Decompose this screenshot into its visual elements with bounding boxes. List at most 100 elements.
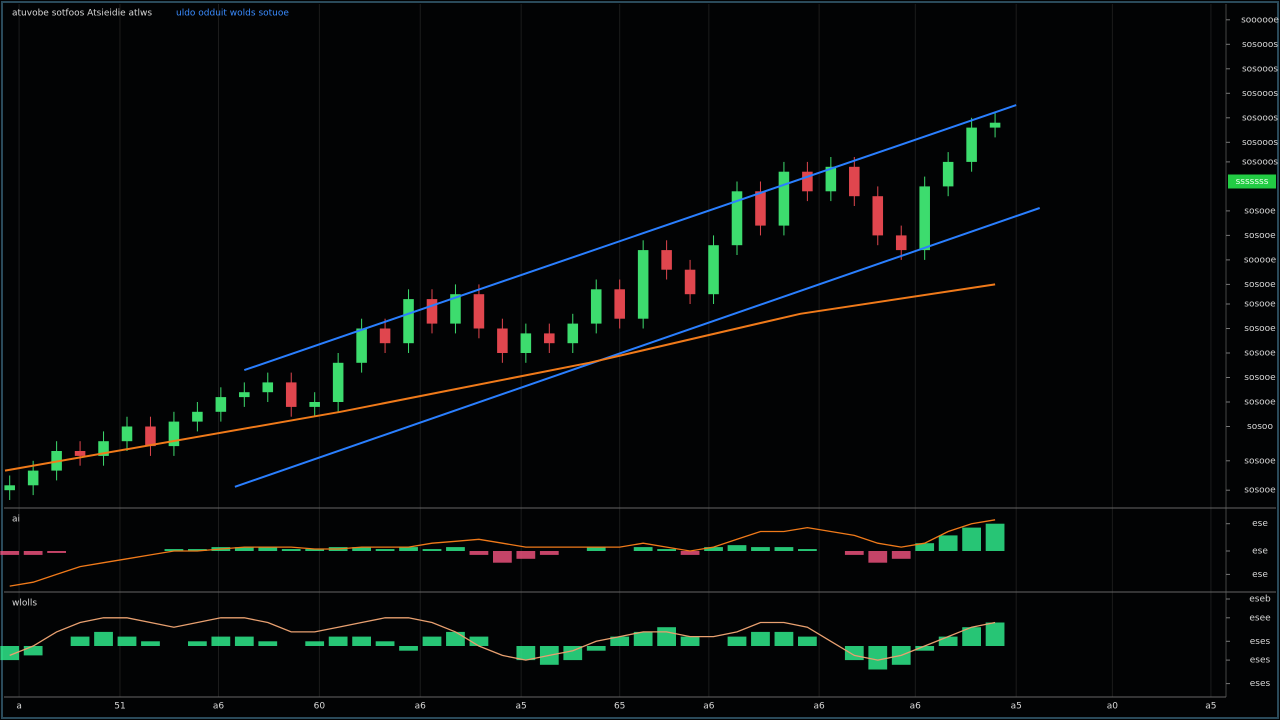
histogram-bar bbox=[962, 627, 981, 646]
candle-body bbox=[684, 269, 696, 295]
histogram-bar bbox=[328, 636, 348, 646]
histogram-bar bbox=[352, 636, 371, 646]
histogram-bar bbox=[774, 547, 794, 551]
y-tick-label: sosooe bbox=[1244, 349, 1276, 359]
histogram-bar bbox=[211, 636, 231, 646]
histogram-bar bbox=[188, 549, 207, 551]
x-tick-label: a5 bbox=[1205, 702, 1216, 712]
candle-body bbox=[332, 362, 344, 402]
candle-body bbox=[614, 289, 625, 319]
histogram-bar bbox=[305, 549, 325, 551]
histogram-bar bbox=[751, 631, 770, 646]
x-tick-label: a6 bbox=[213, 702, 225, 712]
candle-body bbox=[27, 470, 39, 486]
candle-body bbox=[426, 299, 438, 324]
candle-body bbox=[755, 191, 766, 226]
x-tick-label: a6 bbox=[703, 702, 715, 712]
histogram-bar bbox=[94, 631, 113, 646]
indicator-line bbox=[9, 617, 996, 661]
indicator-line bbox=[9, 519, 996, 587]
candle-body bbox=[145, 426, 156, 447]
candle-body bbox=[567, 323, 579, 344]
candle-body bbox=[637, 250, 649, 319]
y-tick-label: ese bbox=[1252, 519, 1268, 529]
histogram-bar bbox=[164, 549, 184, 551]
candle-body bbox=[825, 166, 837, 192]
histogram-bar bbox=[633, 631, 653, 646]
histogram-bar bbox=[0, 551, 20, 555]
y-tick-label: sosooe bbox=[1244, 398, 1276, 408]
candle-body bbox=[661, 250, 672, 270]
histogram-bar bbox=[47, 551, 66, 553]
histogram-bar bbox=[962, 527, 981, 551]
y-tick-label: sosooos bbox=[1242, 138, 1278, 148]
histogram-bar bbox=[586, 547, 606, 551]
candle-body bbox=[778, 171, 790, 226]
histogram-bar bbox=[798, 549, 817, 551]
histogram-bar bbox=[657, 549, 676, 551]
histogram-bar bbox=[469, 636, 489, 646]
y-tick-label: esee bbox=[1249, 613, 1271, 623]
candle-body bbox=[544, 333, 555, 344]
histogram-bar bbox=[586, 646, 606, 651]
histogram-bar bbox=[680, 551, 700, 555]
histogram-bar bbox=[375, 549, 395, 551]
histogram-bar bbox=[798, 636, 817, 646]
candle-body bbox=[708, 245, 719, 295]
histogram-bar bbox=[985, 523, 1005, 551]
histogram-bar bbox=[657, 627, 676, 646]
histogram-bar bbox=[844, 551, 864, 555]
histogram-bar bbox=[915, 543, 935, 551]
price-marker-label: sssssss bbox=[1236, 177, 1269, 187]
y-tick-label: ese bbox=[1252, 570, 1268, 580]
candle-body bbox=[590, 289, 602, 324]
x-tick-label: a0 bbox=[1107, 702, 1119, 712]
histogram-bar bbox=[258, 641, 278, 646]
indicator-line bbox=[4, 283, 996, 472]
y-tick-label: sosooe bbox=[1244, 373, 1276, 383]
y-tick-label: sosoo bbox=[1247, 422, 1273, 432]
y-tick-label: sosooe bbox=[1244, 231, 1276, 241]
candle-body bbox=[966, 127, 977, 162]
y-tick-label: sosooos bbox=[1242, 89, 1278, 99]
histogram-bar bbox=[539, 551, 559, 555]
histogram-bar bbox=[727, 545, 747, 551]
candle-body bbox=[379, 328, 391, 344]
y-tick-label: sosooos bbox=[1242, 157, 1278, 167]
x-tick-label: 51 bbox=[114, 702, 125, 712]
histogram-bar bbox=[70, 636, 90, 646]
y-tick-label: sosooe bbox=[1244, 456, 1276, 466]
y-tick-label: sosooe bbox=[1244, 206, 1276, 216]
panel-title: wlolls bbox=[12, 599, 37, 609]
candle-body bbox=[168, 421, 180, 447]
histogram-bar bbox=[422, 549, 442, 551]
histogram-bar bbox=[610, 636, 630, 646]
histogram-bar bbox=[399, 547, 418, 551]
candle-body bbox=[497, 328, 508, 353]
y-tick-label: ese bbox=[1252, 547, 1268, 557]
candle-body bbox=[4, 485, 15, 491]
histogram-bar bbox=[868, 551, 888, 563]
histogram-bar bbox=[938, 535, 958, 551]
indicator-line bbox=[243, 104, 1017, 372]
candle-body bbox=[239, 392, 250, 398]
histogram-bar bbox=[633, 547, 653, 551]
candle-body bbox=[309, 402, 320, 407]
histogram-bar bbox=[258, 547, 278, 551]
histogram-bar bbox=[938, 636, 958, 646]
y-tick-label: sosooos bbox=[1242, 64, 1278, 74]
y-tick-label: eses bbox=[1250, 679, 1271, 689]
candle-body bbox=[403, 299, 414, 344]
y-tick-label: sooooe bbox=[1244, 255, 1277, 265]
panel-title: ai bbox=[12, 515, 20, 525]
candle-body bbox=[895, 235, 907, 251]
histogram-bar bbox=[234, 636, 254, 646]
y-tick-label: eseb bbox=[1249, 595, 1271, 605]
candle-body bbox=[919, 186, 930, 251]
histogram-bar bbox=[23, 646, 43, 656]
histogram-bar bbox=[141, 641, 160, 646]
y-tick-label: sosooe bbox=[1244, 486, 1276, 496]
